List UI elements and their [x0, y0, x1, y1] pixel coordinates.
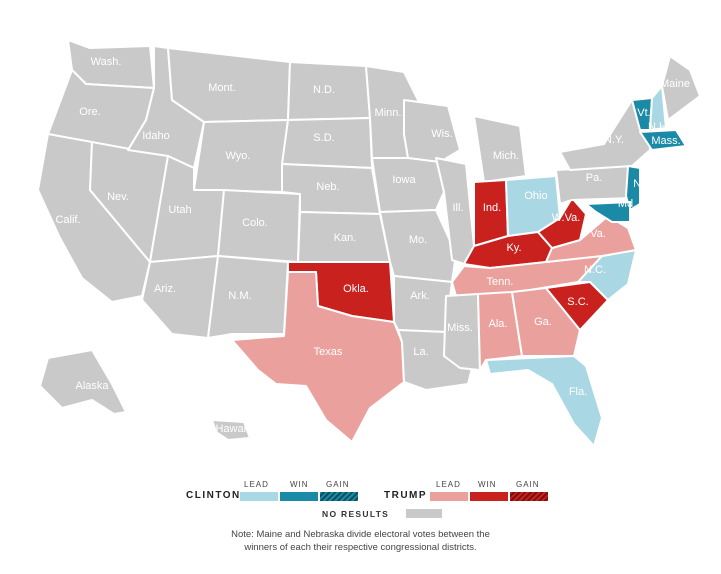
label-calif: Calif.	[55, 214, 80, 226]
label-nm: N.M.	[228, 290, 251, 302]
label-ark: Ark.	[410, 290, 430, 302]
label-sd: S.D.	[313, 132, 334, 144]
state-va[interactable]	[545, 215, 637, 263]
label-hawaii: Hawaii	[215, 423, 248, 435]
legend-trump-win-swatch	[470, 492, 508, 501]
legend-trump-win-label: WIN	[478, 480, 497, 489]
label-nev: Nev.	[107, 191, 129, 203]
label-mo: Mo.	[409, 234, 427, 246]
legend-trump-lead-swatch	[430, 492, 468, 501]
legend-no-results-swatch	[406, 509, 442, 518]
label-ill: Ill.	[453, 202, 464, 214]
label-miss: Miss.	[447, 322, 473, 334]
label-md: Md.	[618, 198, 636, 210]
label-maine: Maine	[660, 78, 690, 90]
legend-clinton-gain-label: GAIN	[326, 480, 350, 489]
label-mass: Mass.	[651, 135, 680, 147]
label-nj: N.J.	[633, 178, 653, 190]
label-utah: Utah	[168, 204, 191, 216]
state-fla[interactable]	[485, 355, 603, 447]
legend-clinton-gain-swatch	[320, 492, 358, 501]
legend-note-line1: Note: Maine and Nebraska divide electora…	[231, 529, 490, 540]
label-iowa: Iowa	[392, 174, 416, 186]
state-hawaii[interactable]	[211, 419, 251, 441]
legend-trump-label: TRUMP	[384, 490, 428, 501]
legend-clinton-label: CLINTON	[186, 490, 241, 501]
label-ariz: Ariz.	[154, 283, 176, 295]
label-mich: Mich.	[493, 150, 519, 162]
label-ky: Ky.	[506, 242, 521, 254]
label-ind: Ind.	[483, 202, 501, 214]
label-wis: Wis.	[431, 128, 452, 140]
legend-clinton-lead-label: LEAD	[244, 480, 269, 489]
label-neb: Neb.	[316, 181, 339, 193]
label-wva: W.Va.	[552, 212, 581, 224]
label-wash: Wash.	[91, 56, 122, 68]
legend-note-line2: winners of each their respective congres…	[244, 542, 477, 553]
state-ariz[interactable]	[141, 255, 219, 339]
label-nh: N.H.	[648, 121, 670, 133]
state-mass[interactable]	[639, 129, 687, 151]
label-minn: Minn.	[375, 107, 402, 119]
label-mont: Mont.	[208, 82, 236, 94]
state-wva[interactable]	[537, 197, 587, 249]
state-mich[interactable]	[473, 115, 527, 183]
label-ore: Ore.	[79, 106, 100, 118]
legend-trump-gain-swatch	[510, 492, 548, 501]
label-va: Va.	[590, 228, 606, 240]
label-nd: N.D.	[313, 84, 335, 96]
label-vt: Vt.	[637, 107, 650, 119]
state-nj[interactable]	[625, 165, 641, 211]
state-maine[interactable]	[661, 55, 701, 121]
label-pa: Pa.	[586, 172, 603, 184]
label-texas: Texas	[314, 346, 343, 358]
label-colo: Colo.	[242, 217, 268, 229]
legend-clinton-lead-swatch	[240, 492, 278, 501]
map-legend: CLINTON LEAD WIN GAIN TRUMP LEAD WIN GAI…	[0, 478, 721, 574]
state-md[interactable]	[585, 201, 631, 223]
legend-clinton-win-swatch	[280, 492, 318, 501]
label-ala: Ala.	[489, 318, 508, 330]
label-la: La.	[413, 346, 428, 358]
label-sc: S.C.	[567, 296, 588, 308]
state-alaska[interactable]	[39, 349, 127, 415]
state-nm[interactable]	[207, 255, 289, 339]
label-wyo: Wyo.	[226, 150, 251, 162]
label-okla: Okla.	[343, 283, 369, 295]
label-idaho: Idaho	[142, 130, 170, 142]
label-ohio: Ohio	[524, 190, 547, 202]
state-ga[interactable]	[511, 287, 581, 357]
legend-trump-lead-label: LEAD	[436, 480, 461, 489]
legend-no-results-label: NO RESULTS	[322, 509, 390, 519]
state-miss[interactable]	[443, 293, 481, 371]
label-fla: Fla.	[569, 386, 587, 398]
label-ny: N.Y.	[604, 134, 624, 146]
label-nc: N.C.	[584, 264, 606, 276]
state-ala[interactable]	[477, 291, 523, 371]
label-kan: Kan.	[334, 232, 357, 244]
label-alaska: Alaska	[75, 380, 109, 392]
state-ark[interactable]	[393, 275, 453, 333]
legend-clinton-win-label: WIN	[290, 480, 309, 489]
legend-trump-gain-label: GAIN	[516, 480, 540, 489]
state-texas[interactable]	[231, 271, 405, 443]
state-nh[interactable]	[649, 85, 667, 131]
label-tenn: Tenn.	[487, 276, 514, 288]
label-ga: Ga.	[534, 316, 552, 328]
